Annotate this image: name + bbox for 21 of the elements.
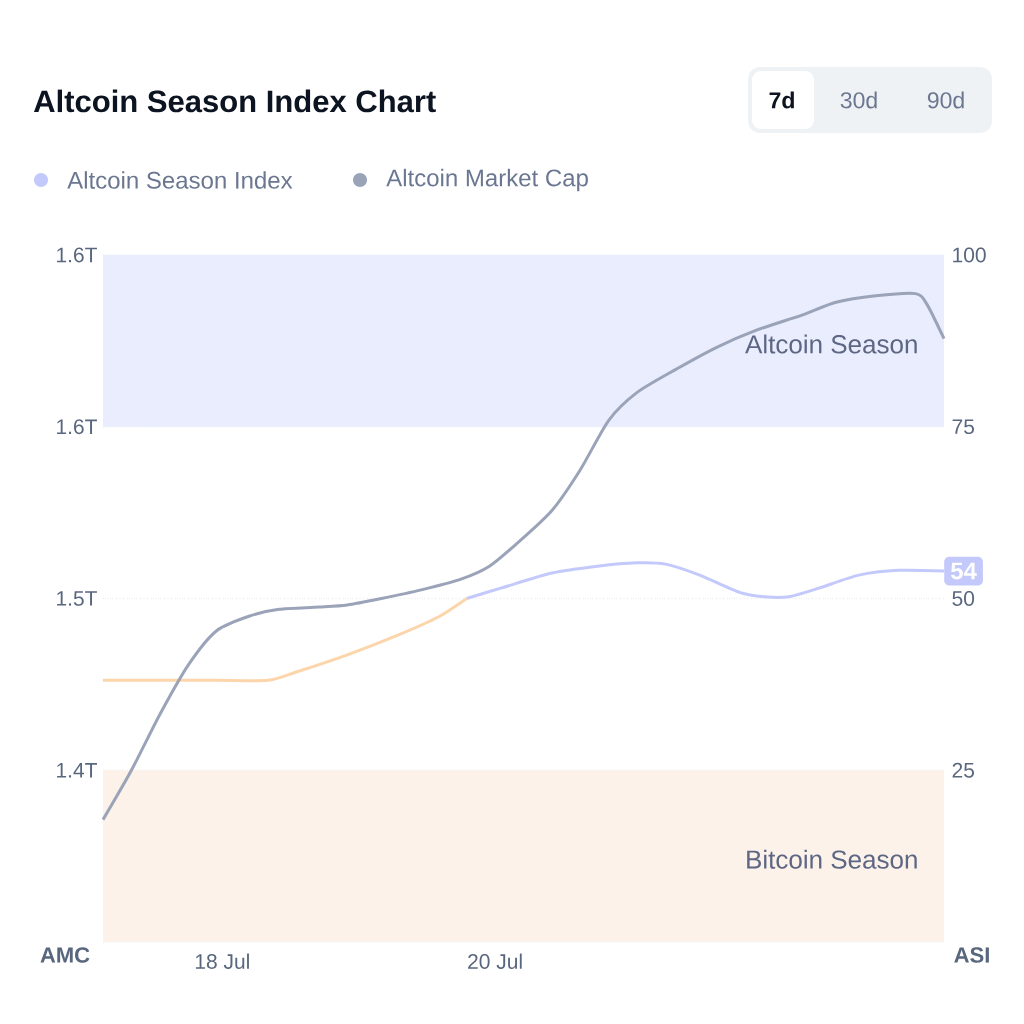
y2-tick-label: 75	[952, 419, 975, 435]
band-label: Altcoin Season	[745, 334, 917, 354]
y2-tick-label: 50	[952, 591, 975, 606]
chart-title: Altcoin Season Index Chart	[33, 89, 436, 113]
text: 7d	[769, 91, 794, 109]
text: 90d	[927, 91, 964, 109]
data-label: 54	[950, 562, 977, 580]
x-tick-label: 20 Jul	[468, 953, 522, 969]
legend-label: Altcoin Season Index	[67, 171, 293, 189]
y-tick-label: 1.5T	[57, 591, 97, 606]
y2-tick-label: 100	[953, 247, 986, 263]
y-tick-label: 1.6T	[57, 419, 97, 435]
band-label: Bitcoin Season	[747, 849, 917, 869]
text: 30d	[840, 91, 877, 109]
y2-axis-title: ASI	[954, 947, 989, 963]
legend-label: Altcoin Market Cap	[386, 168, 588, 192]
y2-tick-label: 25	[952, 762, 975, 778]
y-tick-label: 1.4T	[57, 763, 97, 778]
y-axis-title: AMC	[40, 947, 90, 963]
y-tick-label: 1.6T	[57, 247, 97, 263]
x-tick-label: 18 Jul	[195, 953, 249, 969]
